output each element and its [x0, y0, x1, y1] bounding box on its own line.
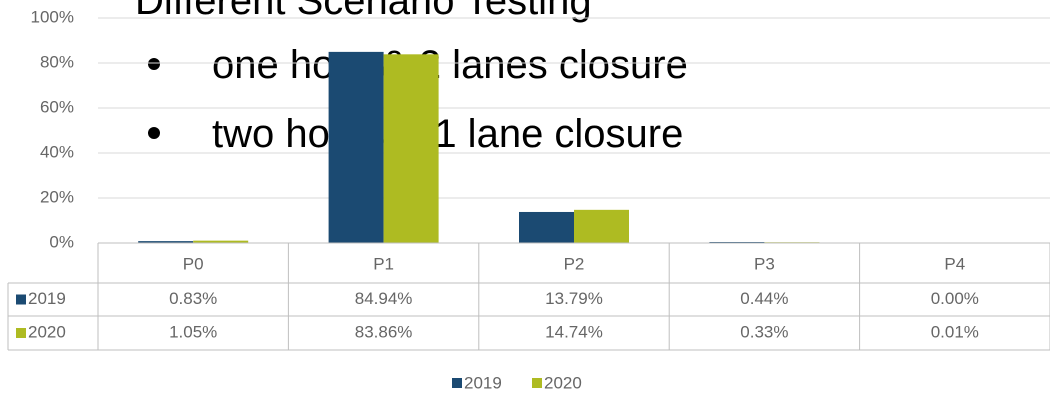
legend-swatch — [532, 378, 542, 388]
bar — [383, 54, 439, 243]
table-cell: 0.83% — [169, 289, 217, 308]
x-tick-label: P3 — [754, 254, 775, 273]
bar — [574, 209, 629, 243]
bar — [193, 240, 249, 243]
x-tick-label: P4 — [944, 254, 965, 273]
row-header: 2020 — [28, 322, 66, 341]
table-cell: 0.44% — [740, 289, 788, 308]
y-tick-label: 20% — [40, 187, 74, 206]
table-cell: 0.00% — [931, 289, 979, 308]
table-cell: 83.86% — [355, 322, 413, 341]
table-cell: 84.94% — [355, 289, 413, 308]
x-tick-label: P1 — [373, 254, 394, 273]
row-swatch — [16, 328, 26, 338]
row-header: 2019 — [28, 289, 66, 308]
table-cell: 0.33% — [740, 322, 788, 341]
x-tick-label: P2 — [564, 254, 585, 273]
y-tick-label: 0% — [49, 232, 74, 251]
bullet — [148, 127, 160, 139]
table-cell: 1.05% — [169, 322, 217, 341]
legend-label: 2019 — [464, 373, 502, 392]
table-cell: 0.01% — [931, 322, 979, 341]
bullet — [148, 58, 160, 70]
x-tick-label: P0 — [183, 254, 204, 273]
y-tick-label: 80% — [40, 52, 74, 71]
y-tick-label: 100% — [31, 7, 74, 26]
y-tick-label: 60% — [40, 97, 74, 116]
table-cell: 13.79% — [545, 289, 603, 308]
row-swatch — [16, 294, 26, 305]
bar — [138, 241, 194, 243]
bar — [328, 51, 384, 244]
bar — [519, 211, 574, 243]
legend-swatch — [452, 378, 462, 388]
slide-title: Different Scenario Testing — [135, 0, 592, 23]
bullet-text: one hour & 2 lanes closure — [212, 43, 688, 87]
table-cell: 14.74% — [545, 322, 603, 341]
legend-label: 2020 — [544, 373, 582, 392]
y-tick-label: 40% — [40, 142, 74, 161]
bullet-text: two hours & 1 lane closure — [212, 112, 683, 156]
